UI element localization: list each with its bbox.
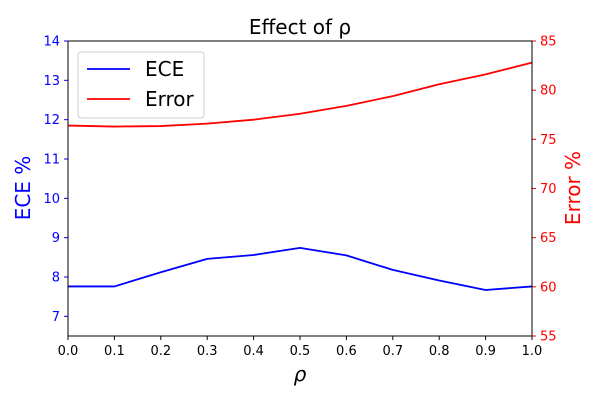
y-right-tick-label: 85	[540, 35, 557, 50]
x-tick-label: 0.2	[150, 344, 171, 359]
x-tick-label: 1.0	[522, 344, 543, 359]
y-left-tick-label: 12	[43, 113, 60, 128]
y-right-tick-label: 80	[540, 84, 557, 99]
x-tick-label: 0.3	[197, 344, 218, 359]
y-left-tick-label: 11	[43, 153, 60, 168]
y-left-tick-label: 8	[52, 271, 60, 286]
x-tick-label: 0.5	[290, 344, 311, 359]
x-axis-label: ρ	[294, 362, 307, 386]
y-right-axis-label: Error %	[561, 151, 585, 225]
x-tick-label: 0.9	[475, 344, 496, 359]
y-left-tick-label: 7	[52, 310, 60, 325]
y-right-tick-label: 55	[540, 330, 557, 345]
plot-frame	[67, 40, 533, 337]
y-left-tick-label: 13	[43, 74, 60, 89]
y-left-tick-label: 10	[43, 192, 60, 207]
y-left-tick-label: 14	[43, 35, 60, 50]
y-right-tick-label: 75	[540, 133, 557, 148]
y-right-tick-label: 70	[540, 182, 557, 197]
legend-label-ece: ECE	[145, 57, 184, 81]
legend: ECE Error	[77, 51, 205, 119]
x-tick-label: 0.0	[58, 344, 79, 359]
x-tick-label: 0.7	[382, 344, 403, 359]
chart-title: Effect of ρ	[249, 15, 351, 39]
y-right-tick-label: 60	[540, 280, 557, 295]
x-tick-label: 0.1	[104, 344, 125, 359]
y-right-tick-label: 65	[540, 231, 557, 246]
y-left-axis-label: ECE %	[11, 156, 35, 221]
plot-area: 0.0 0.1 0.2 0.3 0.4 0.5 0.6 0.7 0.8 0.9 1.0 7 8 9 10 11…	[43, 35, 556, 360]
y-left-tick-label: 9	[52, 231, 60, 246]
series-line-ece	[68, 246, 533, 291]
x-tick-label: 0.4	[243, 344, 264, 359]
legend-label-error: Error	[145, 87, 195, 111]
x-tick-label: 0.8	[429, 344, 450, 359]
x-tick-label: 0.6	[336, 344, 357, 359]
series-line-error	[67, 61, 533, 128]
